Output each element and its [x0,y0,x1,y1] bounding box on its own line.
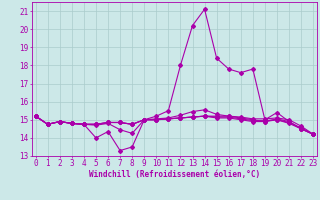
X-axis label: Windchill (Refroidissement éolien,°C): Windchill (Refroidissement éolien,°C) [89,170,260,179]
